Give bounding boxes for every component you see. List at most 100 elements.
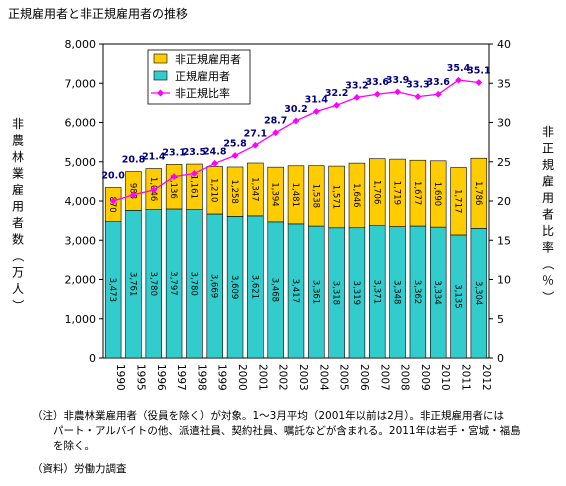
y2-tick-label: 25 [497, 156, 511, 169]
ratio-value-label: 23.5 [183, 147, 206, 158]
axis-title-char: ） [541, 291, 555, 303]
ratio-value-label: 32.2 [325, 88, 348, 99]
non-regular-value-label: 870 [107, 196, 117, 212]
axis-title-char: 用 [542, 191, 554, 205]
axis-title-char: 数 [12, 232, 24, 247]
bar-non-regular [389, 158, 406, 227]
x-tick-label: 2010 [439, 364, 451, 391]
ratio-value-label: 33.3 [406, 80, 429, 91]
non-regular-value-label: 1,481 [290, 183, 300, 207]
bar-non-regular [429, 160, 447, 228]
legend-label: 非正規比率 [175, 86, 230, 100]
legend-swatch [153, 70, 168, 81]
bar-non-regular [125, 171, 142, 211]
non-regular-value-label: 1,161 [188, 175, 198, 199]
ratio-value-label: 23.1 [162, 147, 185, 158]
bar-non-regular [226, 166, 244, 217]
x-tick-label: 2008 [399, 364, 411, 391]
note-line: を除く。 [32, 440, 95, 452]
axis-title-char: 規 [542, 157, 554, 172]
y2-tick-label: 0 [497, 352, 504, 365]
bar-non-regular [247, 162, 264, 217]
ratio-point [191, 170, 198, 177]
ratio-point [170, 173, 178, 181]
y-tick-label: 8,000 [65, 38, 97, 51]
notes: （注）非農林業雇用者（役員を除く）が対象。1～3月平均（2001年以前は2月）。… [32, 409, 552, 454]
x-tick-label: 2006 [358, 364, 370, 391]
non-regular-value-label: 1,136 [168, 175, 178, 199]
axis-title-char: 万 [12, 266, 24, 280]
bar-non-regular [186, 163, 203, 210]
ratio-value-label: 27.1 [244, 128, 267, 139]
ratio-point [292, 117, 300, 125]
axis-title-char: 率 [542, 240, 554, 255]
non-regular-value-label: 1,258 [229, 179, 239, 203]
ratio-point [414, 93, 422, 100]
non-regular-value-label: 1,538 [310, 184, 320, 208]
regular-value-label: 3,780 [188, 272, 198, 296]
ratio-value-label: 20.8 [122, 155, 146, 166]
y-tick-label: 6,000 [65, 117, 97, 130]
ratio-point [434, 90, 442, 98]
regular-value-label: 3,609 [229, 275, 239, 299]
bar-non-regular [450, 167, 467, 236]
regular-value-label: 3,319 [351, 281, 361, 305]
x-tick-label: 1990 [114, 364, 126, 391]
regular-value-label: 3,304 [473, 281, 483, 305]
source-note: （資料）労働力調査 [32, 463, 127, 475]
bar-non-regular [104, 187, 122, 222]
regular-value-label: 3,621 [249, 275, 259, 299]
ratio-point [312, 108, 320, 115]
regular-value-label: 3,371 [371, 280, 381, 304]
bar-non-regular [267, 166, 284, 223]
bar-non-regular [409, 159, 427, 227]
non-regular-value-label: 1,719 [392, 181, 402, 205]
ratio-value-label: 35.4 [447, 63, 471, 74]
y2-tick-label: 10 [497, 274, 511, 287]
axis-title-char: 業 [12, 167, 24, 181]
bar-non-regular [369, 158, 386, 226]
x-tick-label: 1995 [134, 364, 146, 391]
regular-value-label: 3,473 [107, 278, 117, 302]
axis-title-char: （ [541, 258, 555, 270]
y-tick-label: 0 [89, 352, 96, 365]
non-regular-value-label: 1,571 [331, 185, 341, 209]
y-tick-label: 2,000 [65, 274, 97, 287]
ratio-value-label: 24.8 [203, 146, 227, 157]
y2-tick-label: 5 [497, 313, 504, 326]
ratio-point [231, 152, 239, 159]
ratio-point [475, 79, 483, 86]
legend-label: 正規雇用者 [175, 69, 230, 83]
ratio-value-label: 33.2 [345, 80, 368, 91]
regular-value-label: 3,780 [148, 272, 158, 296]
ratio-value-label: 25.8 [223, 138, 247, 149]
x-tick-label: 2012 [480, 364, 492, 391]
non-regular-value-label: 1,210 [209, 178, 219, 202]
y-tick-label: 5,000 [65, 156, 97, 169]
x-tick-label: 2007 [378, 364, 390, 391]
non-regular-value-label: 1,394 [270, 182, 280, 206]
regular-value-label: 3,761 [127, 272, 137, 296]
x-tick-label: 1998 [195, 364, 207, 391]
regular-value-label: 3,135 [453, 284, 463, 308]
legend-label: 非正規雇用者 [175, 52, 241, 66]
ratio-point [251, 141, 259, 149]
x-tick-label: 2009 [419, 364, 431, 391]
non-regular-value-label: 988 [127, 183, 137, 199]
ratio-point [373, 90, 381, 98]
axis-title-char: 人 [12, 282, 24, 296]
bar-non-regular [308, 165, 325, 227]
ratio-value-label: 33.6 [426, 77, 450, 88]
bar-non-regular [470, 157, 488, 229]
axis-title-char: 雇 [12, 182, 24, 197]
y-tick-label: 1,000 [65, 313, 97, 326]
ratio-point [353, 93, 361, 101]
regular-value-label: 3,362 [412, 280, 422, 304]
x-tick-label: 2011 [460, 364, 472, 391]
y2-tick-label: 20 [497, 195, 511, 208]
x-tick-label: 2002 [277, 364, 289, 391]
ratio-value-label: 33.9 [386, 75, 409, 86]
ratio-point [333, 101, 341, 109]
bar-non-regular [348, 162, 366, 229]
